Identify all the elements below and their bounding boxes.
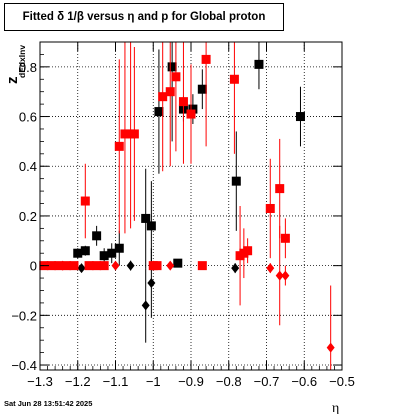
- data-point-square: [275, 184, 285, 194]
- data-point-square: [99, 251, 109, 261]
- data-point-square: [99, 261, 109, 271]
- x-tick-label: −1.3: [27, 374, 53, 389]
- x-tick-label: −0.7: [254, 374, 280, 389]
- x-tick-label: −1.2: [65, 374, 91, 389]
- data-points: [39, 42, 335, 370]
- data-point-diamond: [77, 263, 86, 274]
- y-axis-title: z: [4, 77, 21, 85]
- data-point-square: [265, 203, 275, 213]
- data-point-square: [295, 112, 305, 122]
- data-point-square: [201, 54, 211, 64]
- data-point-square: [165, 87, 175, 97]
- timestamp: Sat Jun 28 13:51:42 2025: [4, 399, 93, 408]
- data-point-square: [114, 243, 124, 253]
- y-tick-label: 0.4: [19, 159, 37, 174]
- data-point-square: [167, 62, 177, 72]
- data-point-diamond: [58, 260, 67, 271]
- x-axis-title: η: [332, 401, 339, 414]
- data-point-square: [154, 107, 164, 117]
- data-point-square: [243, 246, 253, 256]
- data-point-square: [188, 104, 198, 114]
- data-point-square: [173, 258, 183, 268]
- data-point-square: [146, 221, 156, 231]
- data-point-square: [231, 176, 241, 186]
- x-tick-label: −1.1: [103, 374, 129, 389]
- chart-title: Fitted δ 1/β versus η and p for Global p…: [4, 3, 284, 31]
- data-point-diamond: [149, 260, 158, 271]
- y-tick-label: 0.8: [19, 60, 37, 75]
- data-point-square: [80, 196, 90, 206]
- data-point-square: [46, 261, 56, 271]
- data-point-diamond: [326, 342, 335, 353]
- data-point-square: [129, 129, 139, 139]
- data-point-diamond: [166, 260, 175, 271]
- y-axis-subscript: dEdxInv: [17, 45, 27, 78]
- data-point-diamond: [126, 260, 135, 271]
- y-tick-label: 0.2: [19, 209, 37, 224]
- data-point-square: [171, 72, 181, 82]
- data-point-square: [92, 261, 102, 271]
- data-point-diamond: [275, 270, 284, 281]
- data-point-diamond: [231, 263, 240, 274]
- data-point-square: [178, 97, 188, 107]
- data-point-diamond: [281, 270, 290, 281]
- data-point-square: [254, 59, 264, 69]
- y-tick-label: 0: [30, 259, 37, 274]
- data-point-square: [80, 246, 90, 256]
- data-point-square: [229, 74, 239, 84]
- data-point-square: [158, 92, 168, 102]
- data-point-diamond: [141, 300, 150, 311]
- data-point-square: [84, 261, 94, 271]
- y-tick-label: −0.2: [11, 308, 37, 323]
- data-point-square: [280, 233, 290, 243]
- axes: −1.3 −1.2 −1.1 −1 −0.9 −0.8 −0.7 −0.6 −0.5 −0.4 −0…: [4, 41, 355, 414]
- data-point-square: [186, 109, 196, 119]
- data-point-square: [197, 261, 207, 271]
- data-point-diamond: [111, 260, 120, 271]
- y-tick-label: 0.6: [19, 110, 37, 125]
- data-point-square: [114, 141, 124, 151]
- data-point-diamond: [266, 263, 275, 274]
- x-tick-label: −0.9: [178, 374, 204, 389]
- data-point-square: [197, 84, 207, 94]
- y-tick-label: −0.4: [11, 358, 37, 373]
- data-point-square: [107, 248, 117, 258]
- data-point-square: [120, 129, 130, 139]
- x-tick-label: −0.8: [216, 374, 242, 389]
- data-point-square: [141, 213, 151, 223]
- data-point-square: [69, 261, 79, 271]
- data-point-square: [73, 248, 83, 258]
- x-tick-label: −1: [146, 374, 161, 389]
- x-tick-label: −0.5: [329, 374, 355, 389]
- data-point-diamond: [147, 278, 156, 289]
- x-tick-label: −0.6: [291, 374, 317, 389]
- data-point-square: [92, 231, 102, 241]
